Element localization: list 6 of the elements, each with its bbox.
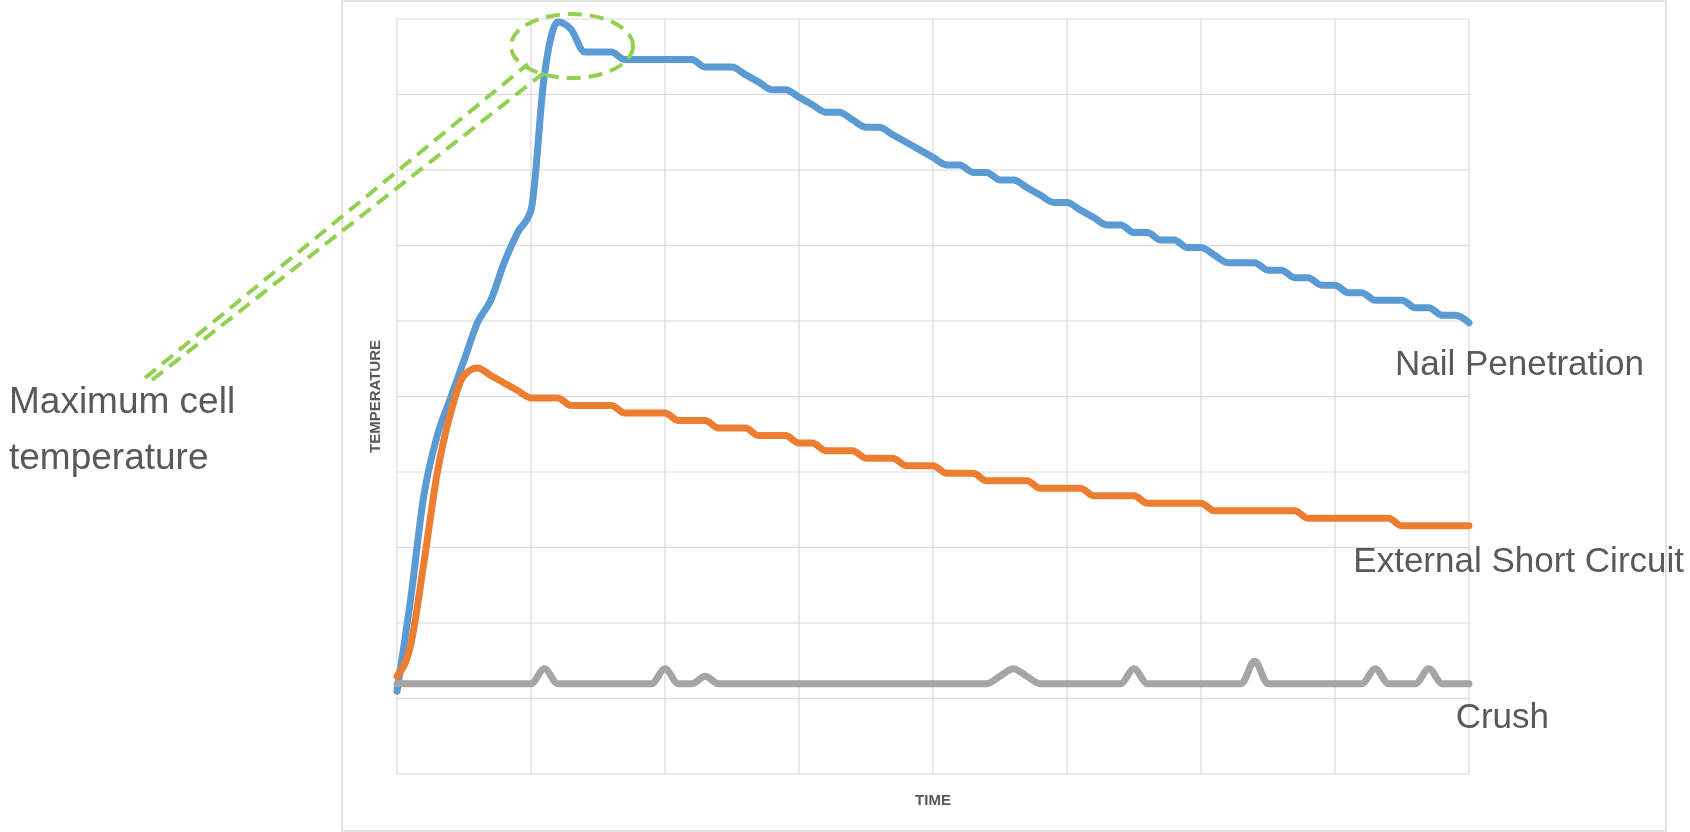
y-axis-title: TEMPERATURE	[366, 339, 383, 454]
text: Maximum cell temperature	[9, 380, 236, 477]
series-label: Crush	[1455, 696, 1549, 736]
series-label: External Short Circuit	[1353, 540, 1685, 580]
series-label: Nail Penetration	[1394, 343, 1644, 383]
x-axis-title: TIME	[915, 791, 951, 808]
